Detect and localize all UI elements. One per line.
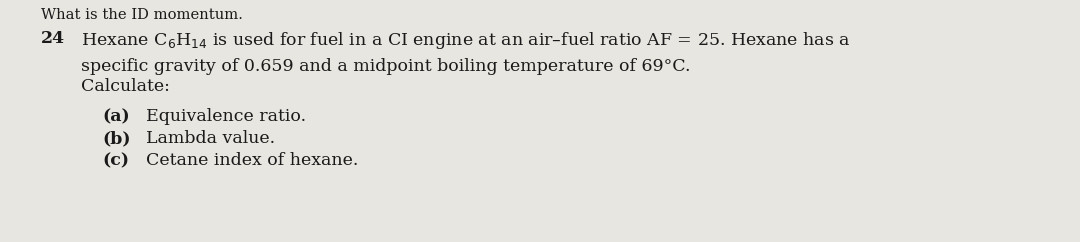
Text: 24: 24 [41, 30, 65, 47]
Text: What is the ID momentum.: What is the ID momentum. [41, 8, 243, 22]
Text: (b): (b) [103, 130, 131, 147]
Text: Hexane C$_6$H$_{14}$ is used for fuel in a CI engine at an air–fuel ratio AF = 2: Hexane C$_6$H$_{14}$ is used for fuel in… [81, 30, 851, 51]
Text: Cetane index of hexane.: Cetane index of hexane. [146, 152, 359, 169]
Text: Lambda value.: Lambda value. [146, 130, 275, 147]
Text: (c): (c) [103, 152, 130, 169]
Text: specific gravity of 0.659 and a midpoint boiling temperature of 69°C.: specific gravity of 0.659 and a midpoint… [81, 58, 690, 75]
Text: Equivalence ratio.: Equivalence ratio. [146, 108, 306, 125]
Text: Calculate:: Calculate: [81, 78, 170, 95]
Text: (a): (a) [103, 108, 131, 125]
